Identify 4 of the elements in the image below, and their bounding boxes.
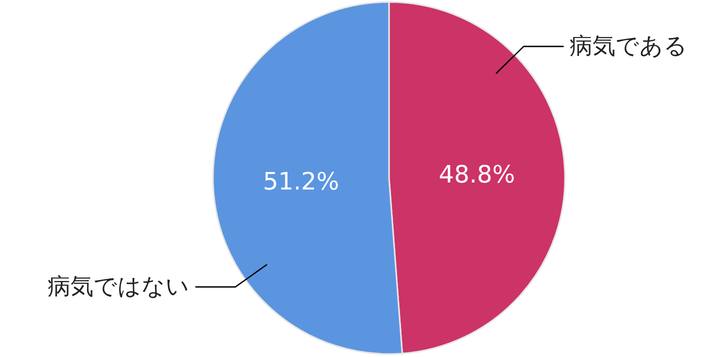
data-label: 48.8% [438, 160, 516, 189]
slice-label: 病気ではない [47, 274, 190, 300]
data-label: 51.2% [262, 167, 340, 196]
slice-label: 病気である [570, 33, 688, 60]
